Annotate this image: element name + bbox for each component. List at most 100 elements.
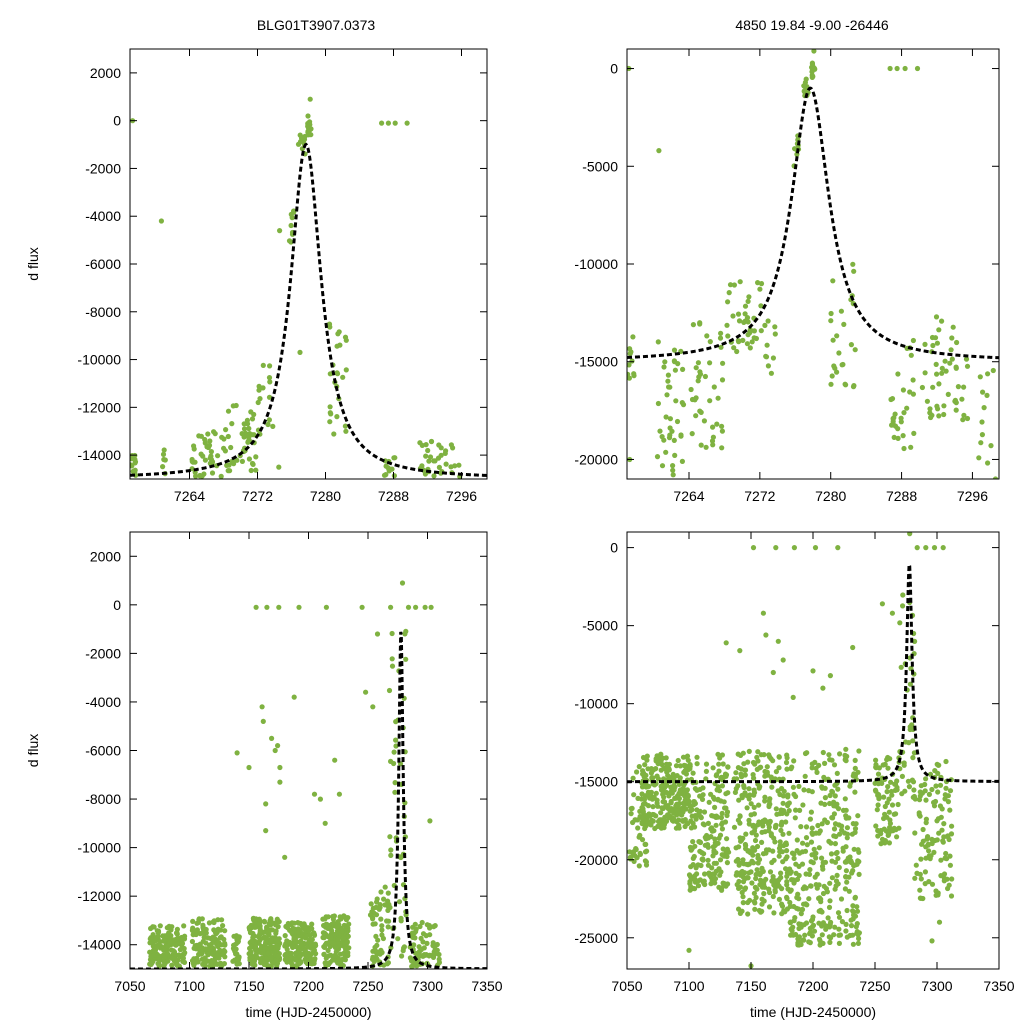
data-point: [332, 757, 338, 763]
data-point: [334, 370, 340, 376]
data-point: [234, 750, 240, 756]
data-point: [741, 784, 747, 791]
data-point: [289, 930, 295, 936]
data-point: [276, 604, 282, 610]
data-point: [754, 867, 760, 873]
data-point: [422, 471, 428, 477]
data-point: [931, 545, 938, 551]
data-point: [724, 846, 731, 852]
data-point: [646, 783, 652, 790]
data-point: [772, 839, 778, 845]
data-point: [690, 839, 696, 845]
data-point: [251, 958, 257, 964]
data-point: [720, 360, 726, 366]
data-point: [936, 413, 942, 419]
data-point: [836, 864, 842, 871]
data-point: [772, 324, 778, 330]
data-point: [724, 812, 730, 819]
data-point: [879, 780, 885, 787]
data-point: [323, 604, 329, 610]
data-point: [189, 466, 195, 472]
data-point: [198, 451, 204, 457]
data-point: [387, 834, 393, 840]
data-point: [207, 438, 213, 444]
data-point: [664, 782, 670, 789]
data-point: [803, 835, 810, 841]
data-point: [742, 311, 748, 317]
data-point: [147, 940, 153, 946]
data-point: [751, 890, 758, 896]
data-point: [373, 904, 379, 911]
data-point: [320, 930, 326, 936]
data-point: [988, 443, 994, 449]
data-point: [648, 789, 655, 795]
data-point: [827, 880, 833, 886]
data-point: [766, 752, 772, 758]
data-point: [672, 367, 679, 373]
data-point: [708, 791, 714, 797]
data-point: [636, 863, 642, 869]
data-point: [886, 796, 892, 802]
data-point: [631, 792, 637, 798]
data-point: [736, 797, 742, 803]
data-point: [757, 765, 763, 771]
data-point: [928, 414, 934, 421]
data-point: [875, 833, 881, 839]
data-point: [690, 322, 697, 328]
data-point: [819, 863, 826, 870]
x-tick-label: 7300: [412, 978, 443, 994]
data-point: [148, 953, 154, 960]
data-point: [452, 463, 458, 469]
data-point: [949, 876, 955, 882]
data-point: [645, 766, 651, 772]
data-point: [852, 757, 858, 764]
y-tick-label: -2000: [85, 160, 121, 176]
data-point: [885, 784, 891, 790]
data-point: [772, 889, 778, 895]
data-point: [677, 763, 684, 769]
data-point: [947, 360, 953, 366]
data-point: [798, 911, 804, 917]
data-point: [929, 786, 935, 793]
data-point: [761, 891, 767, 897]
data-point: [888, 779, 894, 785]
y-tick-label: -12000: [77, 399, 121, 415]
data-point: [213, 929, 219, 935]
data-point: [156, 955, 162, 961]
data-point: [941, 411, 947, 418]
data-point: [267, 363, 273, 369]
data-point: [917, 789, 923, 795]
data-point: [634, 855, 640, 861]
data-point: [282, 854, 288, 860]
data-point: [856, 849, 862, 855]
data-point: [182, 950, 188, 956]
data-point: [790, 694, 796, 701]
data-point: [671, 358, 678, 364]
data-point: [311, 932, 318, 938]
data-point: [836, 822, 842, 828]
data-point: [666, 435, 673, 441]
data-point: [425, 447, 431, 454]
right-panel-title: 4850 19.84 -9.00 -26446: [735, 17, 889, 33]
data-point: [777, 843, 783, 849]
data-point: [297, 959, 303, 965]
data-point: [819, 923, 825, 929]
data-point: [192, 469, 198, 475]
data-point: [164, 950, 170, 956]
data-point: [674, 773, 680, 779]
data-point: [783, 840, 789, 846]
data-point: [835, 910, 842, 916]
data-point: [800, 840, 806, 846]
data-point: [327, 404, 333, 410]
data-point: [929, 938, 935, 944]
data-point: [208, 449, 214, 455]
data-point: [761, 898, 767, 904]
data-point: [930, 342, 936, 349]
x-axis-label: time (HJD-2450000): [750, 1004, 876, 1020]
data-point: [979, 432, 986, 438]
data-point: [826, 752, 832, 758]
data-point: [685, 792, 691, 799]
data-point: [778, 807, 784, 813]
data-point: [884, 789, 890, 795]
data-point: [817, 828, 823, 834]
